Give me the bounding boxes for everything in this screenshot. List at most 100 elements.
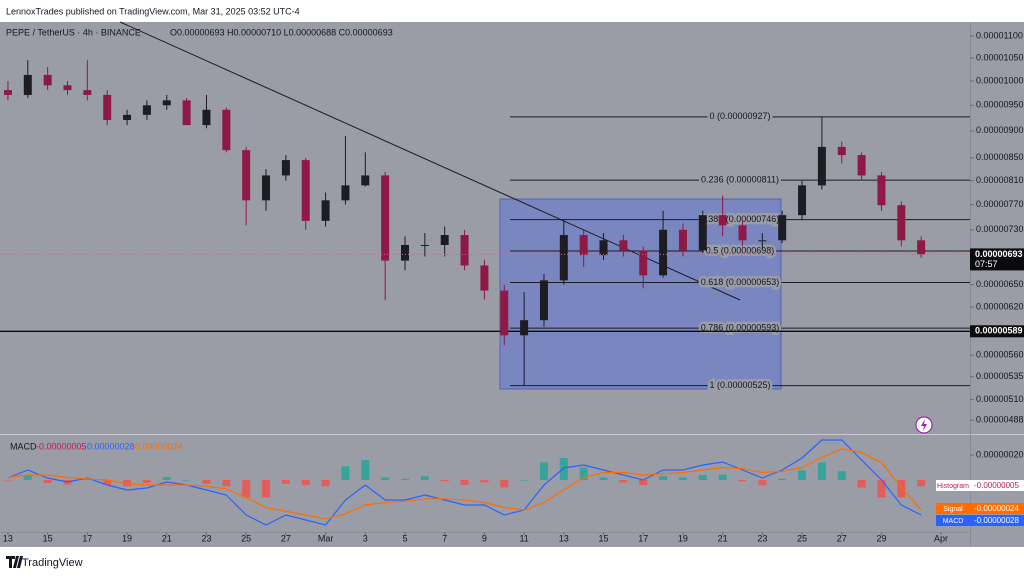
y-tick-label: 0.00000020 bbox=[976, 449, 1024, 459]
histogram-bar bbox=[897, 480, 906, 498]
published-note: LennoxTrades published on TradingView.co… bbox=[6, 6, 300, 16]
histogram-bar bbox=[301, 480, 310, 485]
x-tick-label: 17 bbox=[638, 533, 648, 543]
macd-line bbox=[7, 448, 922, 520]
y-tick-label: 0.00000650 bbox=[976, 279, 1024, 289]
candle-body bbox=[619, 240, 628, 251]
histogram-bar bbox=[778, 478, 787, 480]
candle-body bbox=[897, 205, 906, 241]
candle-body bbox=[43, 74, 52, 86]
alert-icon-bolt bbox=[921, 419, 927, 431]
candle-body bbox=[539, 280, 548, 321]
x-tick-label: 5 bbox=[402, 533, 407, 543]
ohlc-info: O0.00000693 H0.00000710 L0.00000688 C0.0… bbox=[170, 27, 393, 37]
y-tick-label: 0.00000535 bbox=[976, 371, 1024, 381]
fib-label: 0.236 (0.00000811) bbox=[701, 174, 779, 184]
series-tag-name-box bbox=[936, 480, 970, 491]
histogram-bar bbox=[142, 480, 151, 483]
histogram-bar bbox=[579, 467, 588, 480]
candle-body bbox=[162, 100, 171, 106]
series-tag-value-box bbox=[970, 503, 1024, 514]
alert-label: 0.00000589 bbox=[975, 326, 1023, 336]
histogram-bar bbox=[837, 471, 846, 480]
candle-body bbox=[520, 320, 529, 336]
y-tick-label: 0.00000850 bbox=[976, 152, 1024, 162]
brand-logo bbox=[6, 556, 23, 568]
y-tick-label: 0.00000730 bbox=[976, 224, 1024, 234]
series-tag-value: -0.00000024 bbox=[974, 504, 1019, 513]
histogram-bar bbox=[520, 480, 529, 481]
histogram-bar bbox=[639, 480, 648, 485]
trend-line bbox=[119, 21, 741, 301]
y-tick-label: 0.00001000 bbox=[976, 75, 1024, 85]
x-tick-label: Apr bbox=[934, 533, 948, 543]
x-tick-label: 21 bbox=[162, 533, 172, 543]
candle-body bbox=[242, 150, 251, 201]
histogram-bar bbox=[222, 480, 231, 487]
candle-body bbox=[262, 175, 271, 201]
histogram-bar bbox=[361, 460, 370, 480]
y-tick-label: 0.00001100 bbox=[976, 30, 1023, 40]
x-tick-label: 19 bbox=[678, 533, 688, 543]
candle-body bbox=[123, 114, 132, 120]
histogram-bar bbox=[698, 475, 707, 480]
y-tick-label: 0.00000620 bbox=[976, 301, 1024, 311]
histogram-bar bbox=[242, 480, 251, 498]
y-tick-label: 0.00000950 bbox=[976, 100, 1024, 110]
y-tick-label: 0.00000488 bbox=[976, 415, 1024, 425]
x-tick-label: 21 bbox=[718, 533, 728, 543]
candle-body bbox=[500, 290, 509, 336]
candle-body bbox=[103, 94, 112, 120]
histogram-bar bbox=[659, 476, 668, 480]
series-tag-value: -0.00000028 bbox=[974, 516, 1019, 525]
y-tick-label: 0.00000560 bbox=[976, 350, 1024, 360]
candle-body bbox=[599, 240, 608, 256]
current-price-label: 0.00000693 bbox=[975, 249, 1023, 259]
candle-body bbox=[202, 109, 211, 126]
histogram-bar bbox=[420, 476, 429, 480]
histogram-bar bbox=[123, 480, 132, 487]
candle-body bbox=[281, 160, 290, 176]
candle-body bbox=[142, 105, 151, 115]
histogram-bar bbox=[480, 480, 489, 483]
y-tick-label: 0.00000510 bbox=[976, 394, 1024, 404]
x-tick-label: 27 bbox=[281, 533, 291, 543]
x-tick-label: 9 bbox=[482, 533, 487, 543]
x-tick-label: 13 bbox=[559, 533, 569, 543]
symbol-info: PEPE / TetherUS · 4h · BINANCE bbox=[6, 27, 141, 37]
x-tick-label: Mar bbox=[318, 533, 334, 543]
series-tag-value-box bbox=[970, 515, 1024, 526]
fib-label: 0.5 (0.00000698) bbox=[706, 245, 775, 255]
fib-label: 0.382 (0.00000746) bbox=[701, 214, 780, 224]
candle-body bbox=[678, 229, 687, 251]
candle-body bbox=[321, 200, 330, 221]
x-tick-label: 23 bbox=[757, 533, 767, 543]
y-tick-label: 0.00000900 bbox=[976, 125, 1024, 135]
x-tick-label: 3 bbox=[363, 533, 368, 543]
x-tick-label: 11 bbox=[519, 533, 528, 543]
candle-body bbox=[381, 175, 390, 261]
x-tick-label: 29 bbox=[876, 533, 886, 543]
histogram-bar bbox=[539, 462, 548, 480]
histogram-bar bbox=[738, 480, 747, 482]
candle-body bbox=[817, 146, 826, 186]
histogram-bar bbox=[103, 480, 112, 485]
candle-body bbox=[341, 185, 350, 201]
legend-value: -0.00000005 bbox=[36, 441, 87, 451]
histogram-bar bbox=[678, 477, 687, 480]
candle-body bbox=[420, 244, 429, 246]
countdown-label: 07:57 bbox=[975, 259, 998, 269]
histogram-bar bbox=[758, 480, 767, 486]
brand-name: TradingView bbox=[22, 557, 83, 569]
current-price-box bbox=[970, 248, 1024, 271]
legend-value: -0.00000028 bbox=[84, 441, 135, 451]
y-tick-label: 0.00001050 bbox=[976, 52, 1024, 62]
candle-body bbox=[718, 215, 727, 226]
histogram-bar bbox=[262, 480, 271, 498]
y-tick-label: 0.00000770 bbox=[976, 199, 1024, 209]
candle-body bbox=[3, 90, 12, 95]
histogram-bar bbox=[281, 480, 290, 484]
histogram-bar bbox=[202, 480, 211, 484]
